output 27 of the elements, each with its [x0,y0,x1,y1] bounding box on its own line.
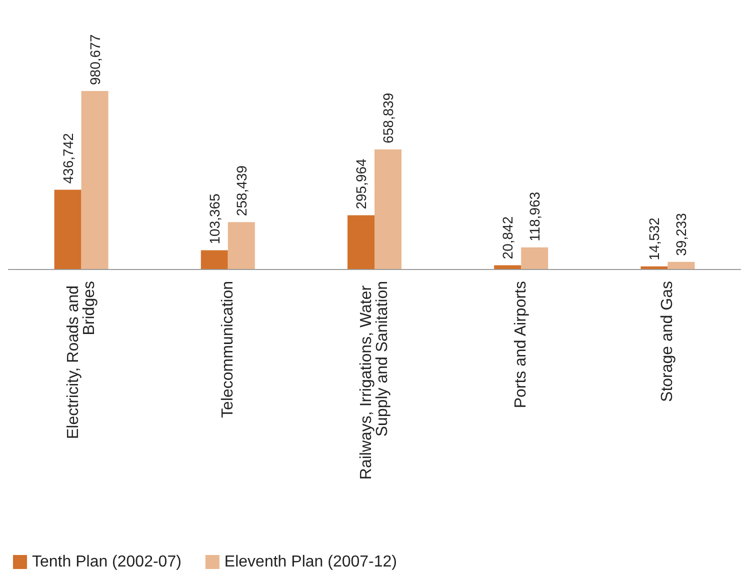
legend-label: Eleventh Plan (2007-12) [224,554,397,570]
x-tick-label: Railways, Irrigations, Water Supply and Sanitation [358,281,391,480]
x-tick-label: Ports and Airports [512,281,530,408]
data-label: 980,677 [86,34,103,85]
legend-label: Tenth Plan (2002-07) [32,554,182,570]
data-label: 39,233 [673,212,690,256]
bar [640,266,668,269]
x-tick-label: Storage and Gas [659,281,676,402]
bar [228,222,255,269]
bar [81,91,108,269]
data-label: 118,963 [526,192,543,242]
bar [348,215,374,269]
x-tick-label: Electricity, Roads and Bridges [64,281,98,439]
data-label: 258,439 [233,165,250,216]
data-label: 14,532 [646,217,662,260]
data-label: 103,365 [206,193,222,244]
x-tick-label: Telecommunication [219,281,236,418]
bar [374,149,402,269]
data-label: 658,839 [380,92,396,144]
bar [54,190,82,269]
data-label: 20,842 [500,216,516,260]
bar [494,265,522,269]
data-label: 295,964 [353,158,369,210]
bar [521,247,548,269]
bar [200,250,228,269]
bar [668,262,695,269]
data-label: 436,742 [60,132,76,184]
